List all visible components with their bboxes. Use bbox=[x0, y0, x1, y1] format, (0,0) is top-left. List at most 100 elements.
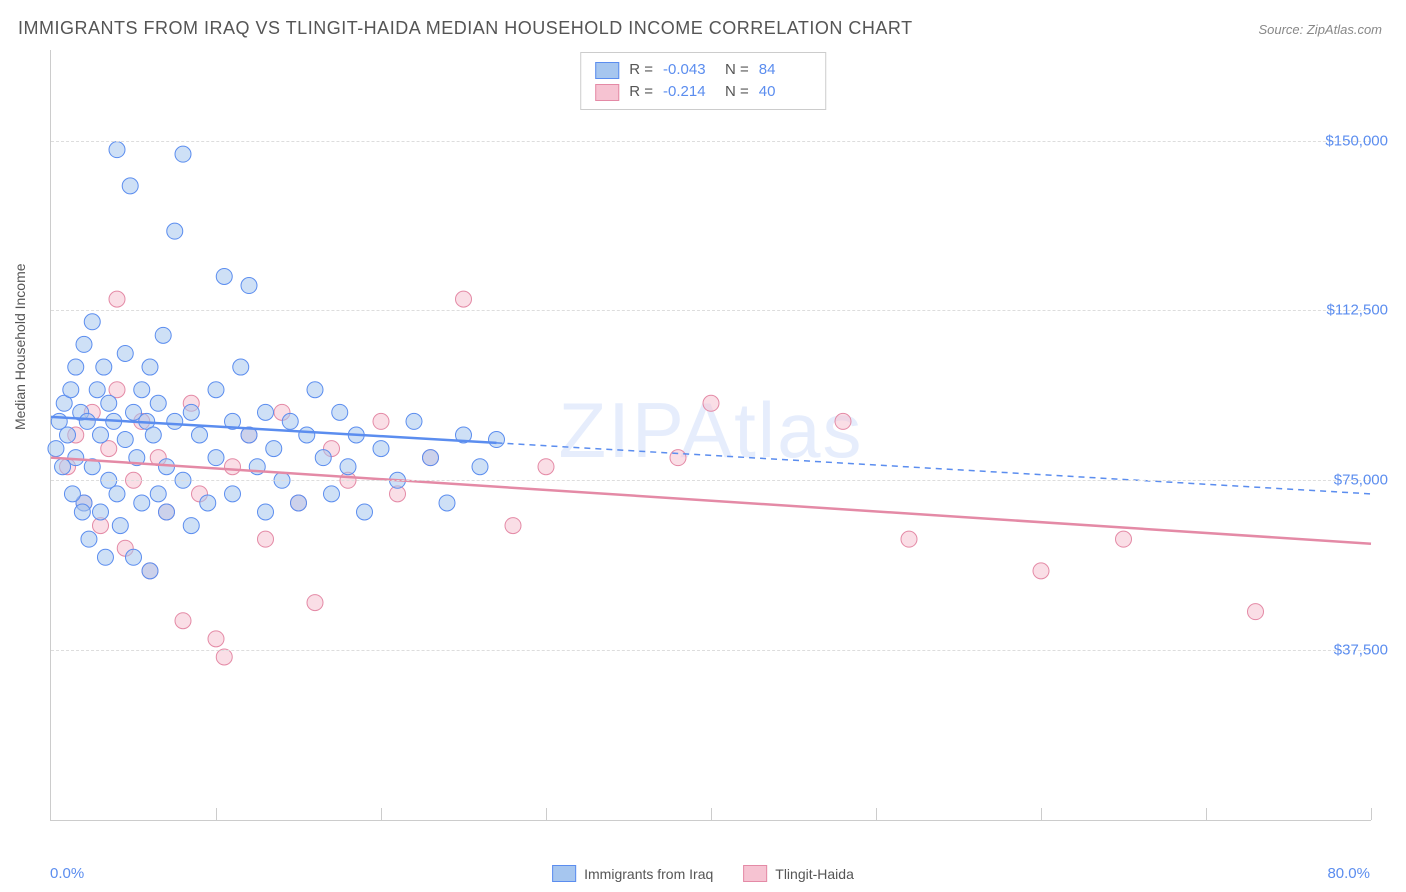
tick-v bbox=[711, 808, 712, 820]
scatter-plot-svg bbox=[51, 50, 1371, 820]
legend-swatch-tlingit bbox=[743, 865, 767, 882]
swatch-tlingit bbox=[595, 84, 619, 101]
scatter-point-iraq bbox=[315, 450, 331, 466]
scatter-point-tlingit bbox=[175, 613, 191, 629]
scatter-point-iraq bbox=[63, 382, 79, 398]
scatter-point-iraq bbox=[291, 495, 307, 511]
scatter-point-tlingit bbox=[216, 649, 232, 665]
stat-n-tlingit: 40 bbox=[759, 81, 811, 103]
scatter-point-iraq bbox=[155, 327, 171, 343]
stat-n-iraq: 84 bbox=[759, 59, 811, 81]
tick-v bbox=[216, 808, 217, 820]
scatter-point-iraq bbox=[423, 450, 439, 466]
scatter-point-iraq bbox=[299, 427, 315, 443]
stats-row-tlingit: R = -0.214 N = 40 bbox=[595, 81, 811, 103]
scatter-point-iraq bbox=[84, 314, 100, 330]
scatter-point-iraq bbox=[93, 427, 109, 443]
scatter-point-tlingit bbox=[901, 531, 917, 547]
legend-swatch-iraq bbox=[552, 865, 576, 882]
scatter-point-iraq bbox=[472, 459, 488, 475]
legend-item-iraq: Immigrants from Iraq bbox=[552, 865, 713, 882]
scatter-point-iraq bbox=[282, 413, 298, 429]
scatter-point-tlingit bbox=[835, 413, 851, 429]
x-min-label: 0.0% bbox=[50, 865, 84, 882]
scatter-point-iraq bbox=[109, 142, 125, 158]
gridline-h bbox=[51, 310, 1371, 311]
scatter-point-tlingit bbox=[1248, 604, 1264, 620]
scatter-point-iraq bbox=[97, 549, 113, 565]
scatter-point-iraq bbox=[167, 223, 183, 239]
gridline-h bbox=[51, 141, 1371, 142]
scatter-point-iraq bbox=[48, 441, 64, 457]
scatter-point-tlingit bbox=[307, 595, 323, 611]
source-label: Source: ZipAtlas.com bbox=[1258, 22, 1382, 37]
scatter-point-iraq bbox=[142, 359, 158, 375]
gridline-h bbox=[51, 650, 1371, 651]
tick-v bbox=[1206, 808, 1207, 820]
scatter-point-iraq bbox=[208, 450, 224, 466]
scatter-point-tlingit bbox=[258, 531, 274, 547]
scatter-point-iraq bbox=[373, 441, 389, 457]
scatter-point-iraq bbox=[145, 427, 161, 443]
scatter-point-tlingit bbox=[456, 291, 472, 307]
scatter-point-tlingit bbox=[670, 450, 686, 466]
scatter-point-iraq bbox=[112, 518, 128, 534]
scatter-point-tlingit bbox=[109, 291, 125, 307]
stat-label-n: N = bbox=[725, 81, 749, 103]
scatter-point-iraq bbox=[266, 441, 282, 457]
legend-label-iraq: Immigrants from Iraq bbox=[584, 866, 713, 882]
scatter-point-tlingit bbox=[208, 631, 224, 647]
scatter-point-iraq bbox=[439, 495, 455, 511]
y-tick-label: $75,000 bbox=[1334, 472, 1388, 489]
scatter-point-tlingit bbox=[225, 459, 241, 475]
trend-line-dashed-iraq bbox=[497, 443, 1372, 494]
scatter-point-tlingit bbox=[703, 395, 719, 411]
scatter-point-iraq bbox=[79, 413, 95, 429]
scatter-point-iraq bbox=[126, 549, 142, 565]
scatter-point-iraq bbox=[200, 495, 216, 511]
scatter-point-iraq bbox=[183, 404, 199, 420]
tick-v bbox=[876, 808, 877, 820]
scatter-point-iraq bbox=[76, 336, 92, 352]
y-tick-label: $37,500 bbox=[1334, 642, 1388, 659]
scatter-point-iraq bbox=[117, 432, 133, 448]
swatch-iraq bbox=[595, 62, 619, 79]
scatter-point-iraq bbox=[307, 382, 323, 398]
scatter-point-iraq bbox=[109, 486, 125, 502]
scatter-point-iraq bbox=[225, 486, 241, 502]
scatter-point-tlingit bbox=[373, 413, 389, 429]
scatter-point-iraq bbox=[159, 504, 175, 520]
scatter-point-iraq bbox=[183, 518, 199, 534]
stat-r-iraq: -0.043 bbox=[663, 59, 715, 81]
scatter-point-iraq bbox=[89, 382, 105, 398]
scatter-point-iraq bbox=[64, 486, 80, 502]
tick-v bbox=[381, 808, 382, 820]
bottom-legend: Immigrants from Iraq Tlingit-Haida bbox=[552, 865, 854, 882]
chart-area: ZIPAtlas bbox=[50, 50, 1371, 821]
scatter-point-iraq bbox=[60, 427, 76, 443]
scatter-point-iraq bbox=[96, 359, 112, 375]
scatter-point-iraq bbox=[150, 395, 166, 411]
scatter-point-iraq bbox=[68, 359, 84, 375]
scatter-point-iraq bbox=[233, 359, 249, 375]
tick-v bbox=[1041, 808, 1042, 820]
scatter-point-tlingit bbox=[1033, 563, 1049, 579]
scatter-point-iraq bbox=[134, 495, 150, 511]
scatter-point-iraq bbox=[81, 531, 97, 547]
x-max-label: 80.0% bbox=[1327, 865, 1370, 882]
stats-row-iraq: R = -0.043 N = 84 bbox=[595, 59, 811, 81]
scatter-point-iraq bbox=[117, 345, 133, 361]
scatter-point-tlingit bbox=[538, 459, 554, 475]
y-tick-label: $112,500 bbox=[1327, 302, 1388, 319]
scatter-point-iraq bbox=[122, 178, 138, 194]
scatter-point-iraq bbox=[216, 268, 232, 284]
tick-v bbox=[546, 808, 547, 820]
legend-label-tlingit: Tlingit-Haida bbox=[775, 866, 854, 882]
scatter-point-iraq bbox=[101, 395, 117, 411]
scatter-point-iraq bbox=[93, 504, 109, 520]
gridline-h bbox=[51, 480, 1371, 481]
scatter-point-iraq bbox=[208, 382, 224, 398]
scatter-point-iraq bbox=[406, 413, 422, 429]
scatter-point-tlingit bbox=[505, 518, 521, 534]
scatter-point-iraq bbox=[142, 563, 158, 579]
